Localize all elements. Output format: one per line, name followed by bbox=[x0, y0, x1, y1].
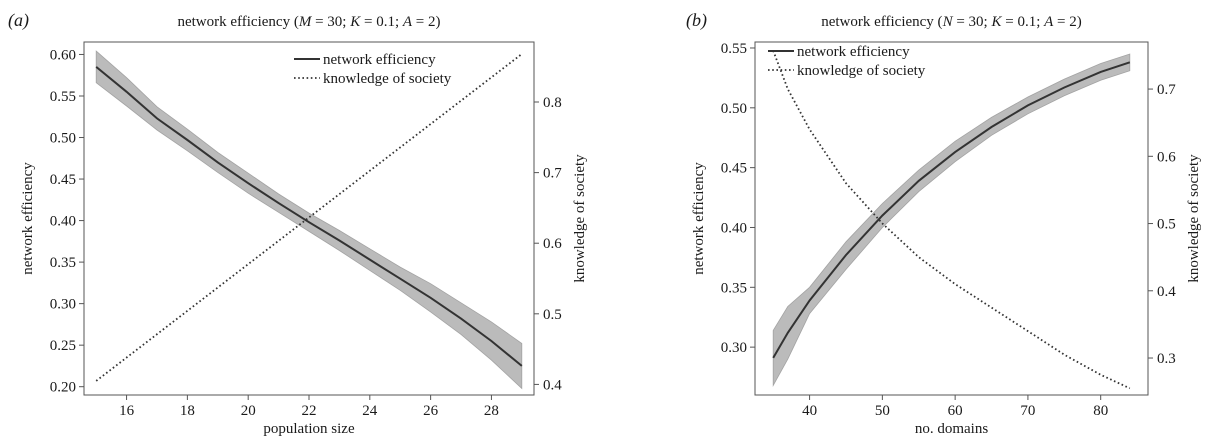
legend-label: knowledge of society bbox=[323, 71, 452, 87]
chart-title: network efficiency (N = 30; K = 0.1; A =… bbox=[821, 14, 1082, 30]
x-axis-label: no. domains bbox=[915, 421, 988, 436]
y2-axis-label: knowledge of society bbox=[1186, 154, 1202, 283]
y-tick-label: 0.45 bbox=[50, 172, 76, 188]
y-tick-label: 0.60 bbox=[50, 47, 76, 63]
chart-panel-b: (b) network efficiency (N = 30; K = 0.1; … bbox=[686, 10, 1202, 436]
y2-tick-label: 0.7 bbox=[543, 166, 562, 182]
y-tick-label: 0.25 bbox=[50, 338, 76, 354]
panel-label: (b) bbox=[686, 10, 707, 31]
chart-panel-a: (a) network efficiency (M = 30; K = 0.1; … bbox=[8, 10, 588, 436]
y-axis-label: network efficiency bbox=[20, 162, 36, 275]
legend: network efficiency knowledge of society bbox=[294, 52, 452, 87]
y-axis-label: network efficiency bbox=[691, 162, 707, 275]
y-tick-label: 0.55 bbox=[721, 41, 747, 57]
y-tick-label: 0.55 bbox=[50, 89, 76, 105]
series-line-network-efficiency bbox=[772, 61, 1131, 359]
y2-tick-label: 0.6 bbox=[1157, 149, 1176, 165]
series-line-knowledge-of-society bbox=[772, 50, 1131, 390]
confidence-band bbox=[95, 50, 523, 390]
x-tick-label: 26 bbox=[423, 403, 439, 419]
x-tick-label: 28 bbox=[484, 403, 499, 419]
y2-tick-label: 0.4 bbox=[1157, 284, 1176, 300]
y2-tick-label: 0.5 bbox=[1157, 217, 1176, 233]
y-tick-label: 0.35 bbox=[50, 255, 76, 271]
series-line-knowledge-of-society bbox=[95, 53, 523, 382]
y-tick-label: 0.40 bbox=[721, 220, 747, 236]
y-tick-label: 0.35 bbox=[721, 280, 747, 296]
y-tick-label: 0.30 bbox=[721, 340, 747, 356]
y2-tick-label: 0.6 bbox=[543, 236, 562, 252]
x-tick-label: 20 bbox=[241, 403, 256, 419]
y2-tick-label: 0.5 bbox=[543, 307, 562, 323]
y2-tick-label: 0.4 bbox=[543, 377, 562, 393]
legend-label: knowledge of society bbox=[797, 63, 926, 79]
x-tick-label: 40 bbox=[802, 403, 817, 419]
x-tick-label: 60 bbox=[948, 403, 963, 419]
y-tick-label: 0.45 bbox=[721, 161, 747, 177]
series-line-network-efficiency bbox=[95, 66, 523, 367]
chart-title: network efficiency (M = 30; K = 0.1; A =… bbox=[177, 14, 440, 30]
legend-label: network efficiency bbox=[797, 44, 910, 60]
x-tick-label: 16 bbox=[119, 403, 135, 419]
y2-axis-label: knowledge of society bbox=[572, 154, 588, 283]
y-tick-label: 0.30 bbox=[50, 297, 76, 313]
plot-frame bbox=[754, 41, 1149, 396]
legend-label: network efficiency bbox=[323, 52, 436, 68]
y2-tick-label: 0.7 bbox=[1157, 82, 1176, 98]
y-tick-label: 0.20 bbox=[50, 380, 76, 396]
panel-label: (a) bbox=[8, 10, 29, 31]
x-tick-label: 24 bbox=[362, 403, 378, 419]
y-tick-label: 0.50 bbox=[721, 101, 747, 117]
legend: network efficiency knowledge of society bbox=[768, 44, 926, 79]
x-axis-label: population size bbox=[263, 421, 355, 436]
x-tick-label: 18 bbox=[180, 403, 195, 419]
y2-tick-label: 0.8 bbox=[543, 95, 562, 111]
confidence-band bbox=[772, 53, 1131, 387]
y-tick-label: 0.40 bbox=[50, 214, 76, 230]
x-tick-label: 50 bbox=[875, 403, 890, 419]
x-tick-label: 22 bbox=[302, 403, 317, 419]
x-tick-label: 70 bbox=[1020, 403, 1035, 419]
y-tick-label: 0.50 bbox=[50, 131, 76, 147]
y2-tick-label: 0.3 bbox=[1157, 351, 1176, 367]
x-tick-label: 80 bbox=[1093, 403, 1108, 419]
